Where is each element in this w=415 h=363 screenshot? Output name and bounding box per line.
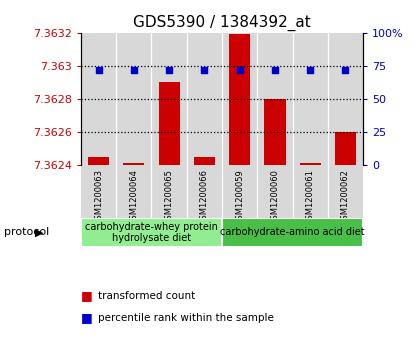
Bar <box>123 163 144 165</box>
Point <box>166 67 173 73</box>
Text: protocol: protocol <box>4 227 49 237</box>
Text: GSM1200063: GSM1200063 <box>94 169 103 225</box>
Bar <box>229 34 250 165</box>
Text: ■: ■ <box>81 311 93 324</box>
Point <box>95 67 102 73</box>
Title: GDS5390 / 1384392_at: GDS5390 / 1384392_at <box>133 15 311 31</box>
Bar <box>264 99 286 165</box>
Text: GSM1200064: GSM1200064 <box>129 169 138 225</box>
Text: transformed count: transformed count <box>98 291 195 301</box>
Text: GSM1200066: GSM1200066 <box>200 169 209 225</box>
Text: carbohydrate-whey protein
hydrolysate diet: carbohydrate-whey protein hydrolysate di… <box>85 221 218 243</box>
Text: GSM1200059: GSM1200059 <box>235 169 244 225</box>
Bar <box>88 157 109 165</box>
Bar <box>335 132 356 165</box>
Text: GSM1200060: GSM1200060 <box>271 169 279 225</box>
Text: GSM1200062: GSM1200062 <box>341 169 350 225</box>
Point <box>272 67 278 73</box>
Text: carbohydrate-amino acid diet: carbohydrate-amino acid diet <box>220 227 365 237</box>
Text: GSM1200061: GSM1200061 <box>306 169 315 225</box>
Point <box>131 67 137 73</box>
Point <box>307 67 314 73</box>
Point <box>342 67 349 73</box>
Bar <box>222 218 363 247</box>
Bar <box>300 163 321 165</box>
Text: ■: ■ <box>81 289 93 302</box>
Bar <box>159 82 180 165</box>
Text: percentile rank within the sample: percentile rank within the sample <box>98 313 273 323</box>
Bar <box>81 218 222 247</box>
Text: ▶: ▶ <box>35 227 44 237</box>
Bar <box>194 157 215 165</box>
Point <box>201 67 208 73</box>
Point <box>237 67 243 73</box>
Text: GSM1200065: GSM1200065 <box>165 169 173 225</box>
